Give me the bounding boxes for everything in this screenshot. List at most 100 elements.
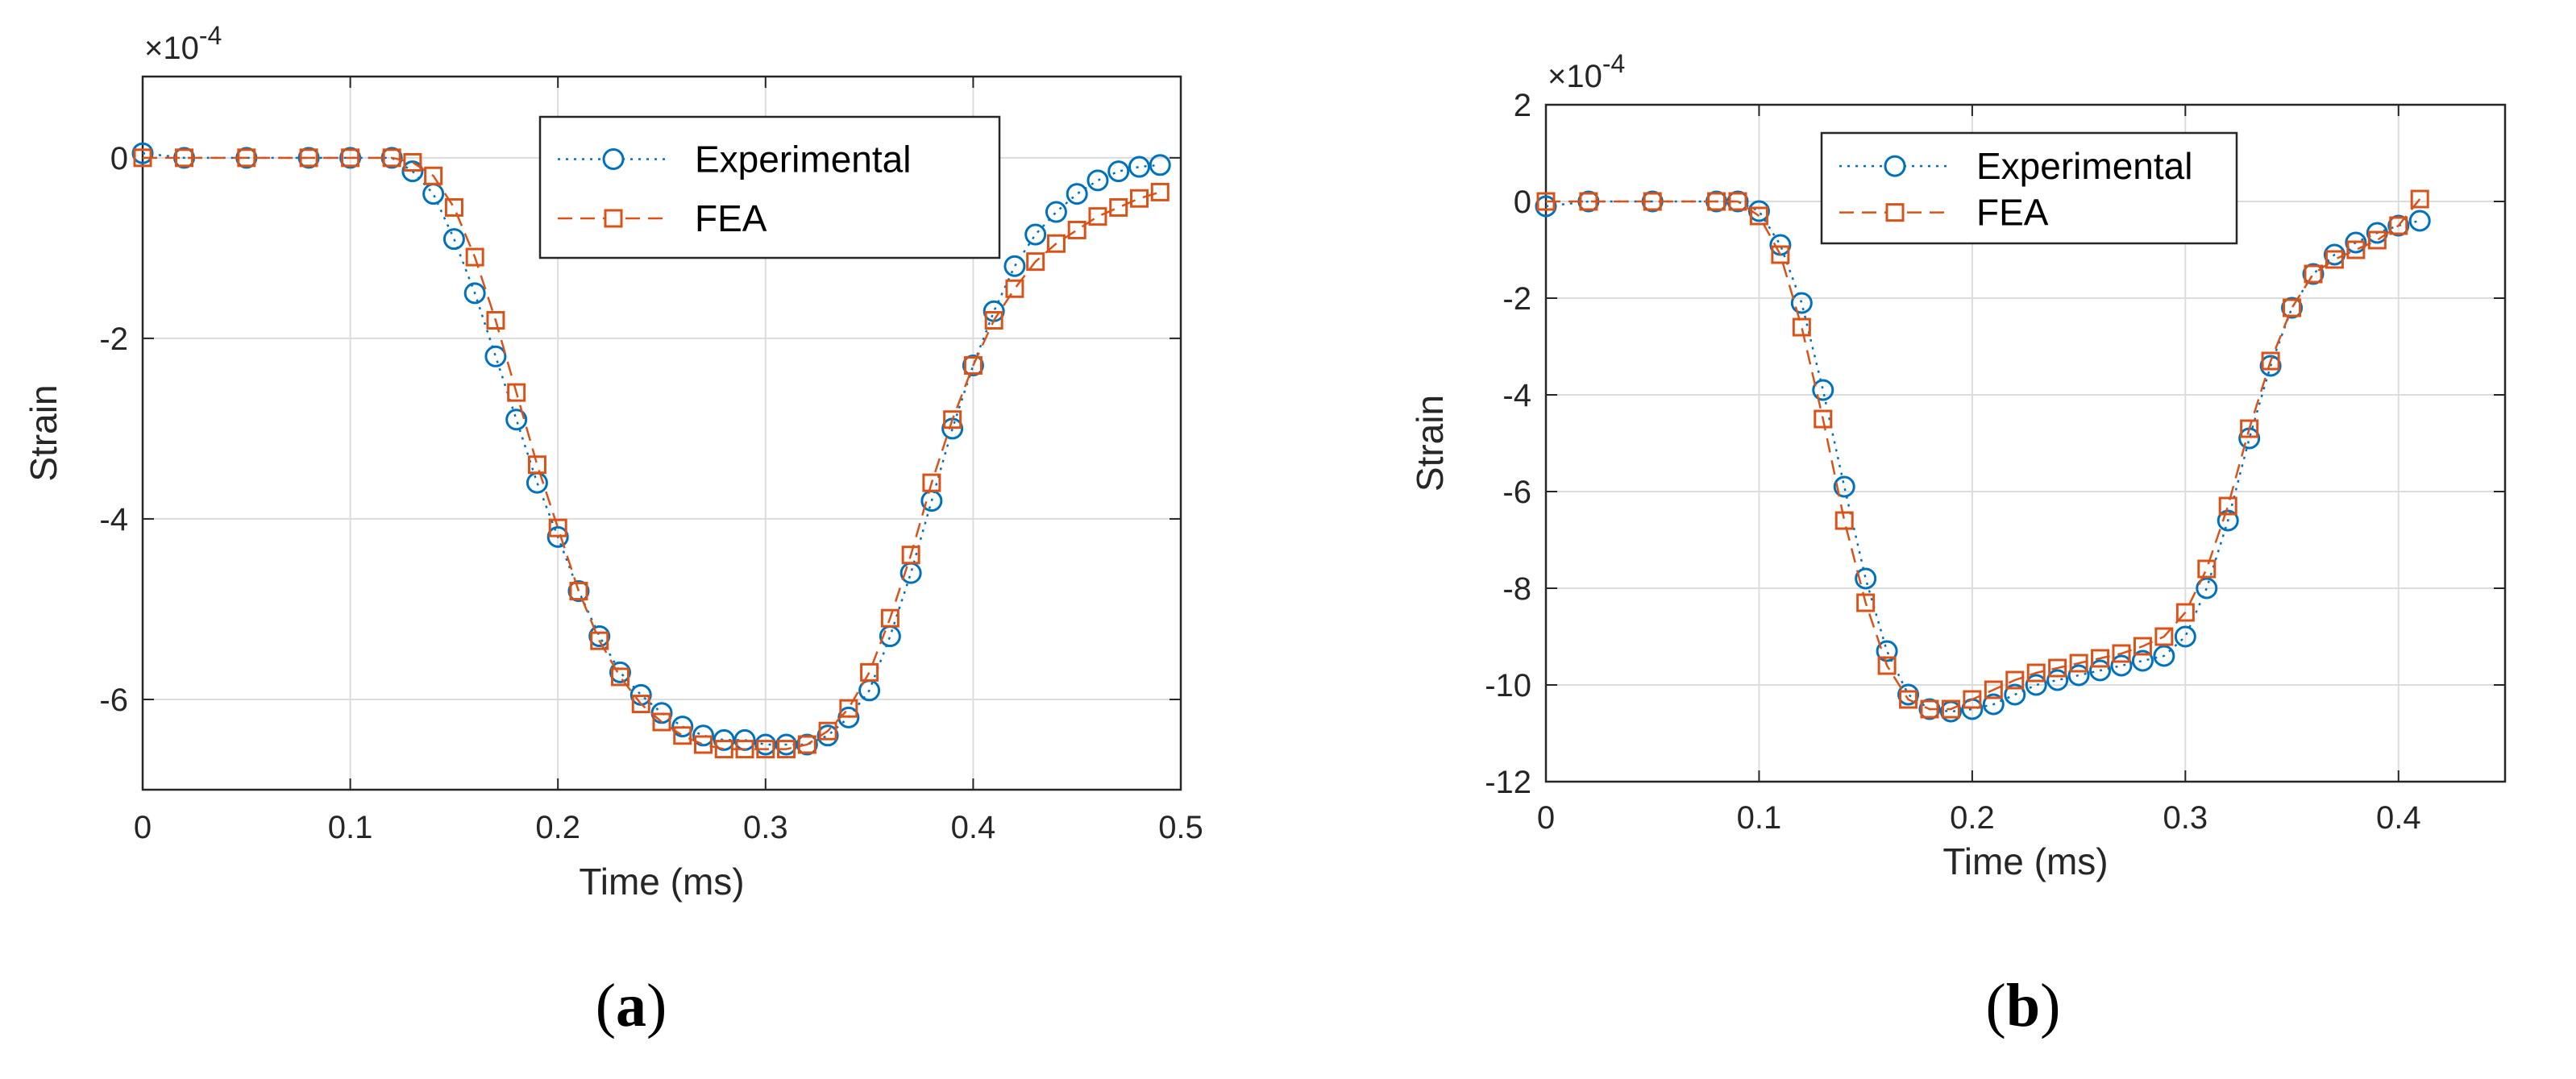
caption-a: (a): [595, 972, 667, 1040]
data-point-experimental: [1535, 195, 1557, 218]
y-axis-label: Strain: [23, 384, 64, 481]
data-point-fea: [2367, 230, 2387, 250]
data-point-experimental: [2302, 263, 2325, 285]
data-point-experimental: [1982, 693, 2005, 716]
data-point-fea: [2304, 264, 2323, 284]
data-point-experimental: [2067, 664, 2090, 687]
data-point-experimental: [1876, 640, 1898, 662]
data-point-fea: [1579, 192, 1598, 211]
data-point-fea: [1109, 197, 1128, 217]
y-axis-label: Strain: [1409, 395, 1451, 492]
data-point-fea: [548, 518, 567, 537]
data-point-fea: [694, 735, 713, 754]
data-point-experimental: [567, 580, 590, 603]
data-point-experimental: [1045, 201, 1067, 223]
data-point-experimental: [1024, 223, 1047, 246]
y-tick-label: -6: [1502, 475, 1531, 510]
data-point-fea: [860, 662, 879, 682]
data-point-fea: [2410, 189, 2429, 209]
x-tick-label: 0.1: [1737, 800, 1782, 836]
data-point-experimental: [671, 716, 694, 738]
data-point-fea: [756, 740, 775, 759]
data-point-experimental: [2345, 231, 2367, 254]
data-point-experimental: [2110, 654, 2133, 677]
data-point-experimental: [2153, 645, 2175, 667]
data-point-experimental: [1790, 292, 1813, 314]
x-tick-label: 0: [1537, 800, 1555, 836]
data-point-experimental: [297, 147, 320, 169]
data-point-fea: [673, 726, 692, 745]
data-point-experimental: [713, 728, 735, 751]
data-point-experimental: [2408, 210, 2431, 232]
data-point-fea: [777, 740, 796, 759]
data-point-fea: [880, 608, 900, 628]
data-point-fea: [984, 310, 1003, 330]
y-tick-label: -2: [99, 322, 128, 357]
data-point-fea: [797, 735, 816, 754]
data-point-fea: [2175, 603, 2195, 622]
data-point-fea: [2154, 627, 2174, 646]
data-point-fea: [818, 721, 837, 741]
data-point-fea: [2261, 351, 2280, 371]
legend-label-fea: FEA: [695, 197, 767, 239]
data-point-fea: [2346, 240, 2366, 259]
exponent-base: ×10: [144, 31, 199, 66]
data-point-experimental: [1149, 154, 1171, 176]
data-point-fea: [1026, 252, 1045, 272]
data-point-experimental: [2131, 649, 2154, 672]
data-point-experimental: [775, 733, 798, 756]
data-point-experimental: [754, 733, 777, 756]
series-line-fea: [143, 156, 1161, 750]
data-point-fea: [527, 455, 546, 475]
y-tick-label: -4: [1502, 378, 1531, 413]
data-point-fea: [1963, 690, 1982, 709]
data-point-experimental: [2387, 214, 2410, 237]
data-point-fea: [1920, 699, 1939, 719]
x-tick-label: 0.3: [743, 810, 788, 845]
data-point-fea: [1005, 279, 1024, 298]
data-point-fea: [610, 667, 629, 687]
data-point-fea: [922, 473, 941, 492]
data-point-fea: [631, 695, 650, 714]
exponent-base: ×10: [1548, 59, 1602, 94]
x-tick-label: 0.4: [951, 810, 996, 845]
legend-marker-experimental: [602, 148, 625, 170]
y-tick-label: 0: [110, 141, 128, 176]
data-point-fea: [237, 148, 256, 168]
data-point-experimental: [1086, 169, 1109, 192]
axis-exponent-label: ×10-4: [144, 21, 222, 66]
data-point-experimental: [962, 354, 984, 376]
legend-label-fea: FEA: [1976, 192, 2049, 234]
data-point-experimental: [609, 661, 631, 683]
data-point-fea: [1899, 690, 1918, 709]
x-tick-label: 0.4: [2376, 800, 2421, 836]
data-point-fea: [1984, 680, 2003, 699]
data-point-fea: [2197, 559, 2217, 579]
data-point-experimental: [588, 625, 611, 648]
x-tick-label: 0.1: [328, 810, 373, 845]
data-point-fea: [1792, 317, 1811, 337]
legend-marker-experimental: [1884, 155, 1906, 177]
data-point-fea: [1129, 189, 1149, 208]
data-point-experimental: [1066, 183, 1088, 205]
y-tick-label: -6: [99, 683, 128, 718]
data-point-experimental: [692, 724, 715, 747]
data-point-experimental: [131, 142, 154, 164]
data-point-experimental: [1855, 567, 1877, 590]
legend-label-experimental: Experimental: [1976, 145, 2192, 187]
data-point-experimental: [2174, 625, 2196, 648]
y-tick-label: 2: [1514, 88, 1531, 123]
axis-exponent-label: ×10-4: [1548, 49, 1625, 94]
data-point-experimental: [1897, 683, 1920, 706]
data-point-fea: [1856, 593, 1876, 612]
data-point-experimental: [2281, 297, 2304, 319]
data-point-fea: [403, 152, 422, 172]
data-point-fea: [424, 166, 443, 185]
data-point-fea: [1088, 207, 1107, 226]
data-point-experimental: [796, 733, 818, 756]
data-point-fea: [901, 546, 920, 565]
data-point-fea: [2325, 250, 2344, 269]
data-point-fea: [1728, 192, 1747, 211]
data-point-fea: [1749, 206, 1768, 226]
